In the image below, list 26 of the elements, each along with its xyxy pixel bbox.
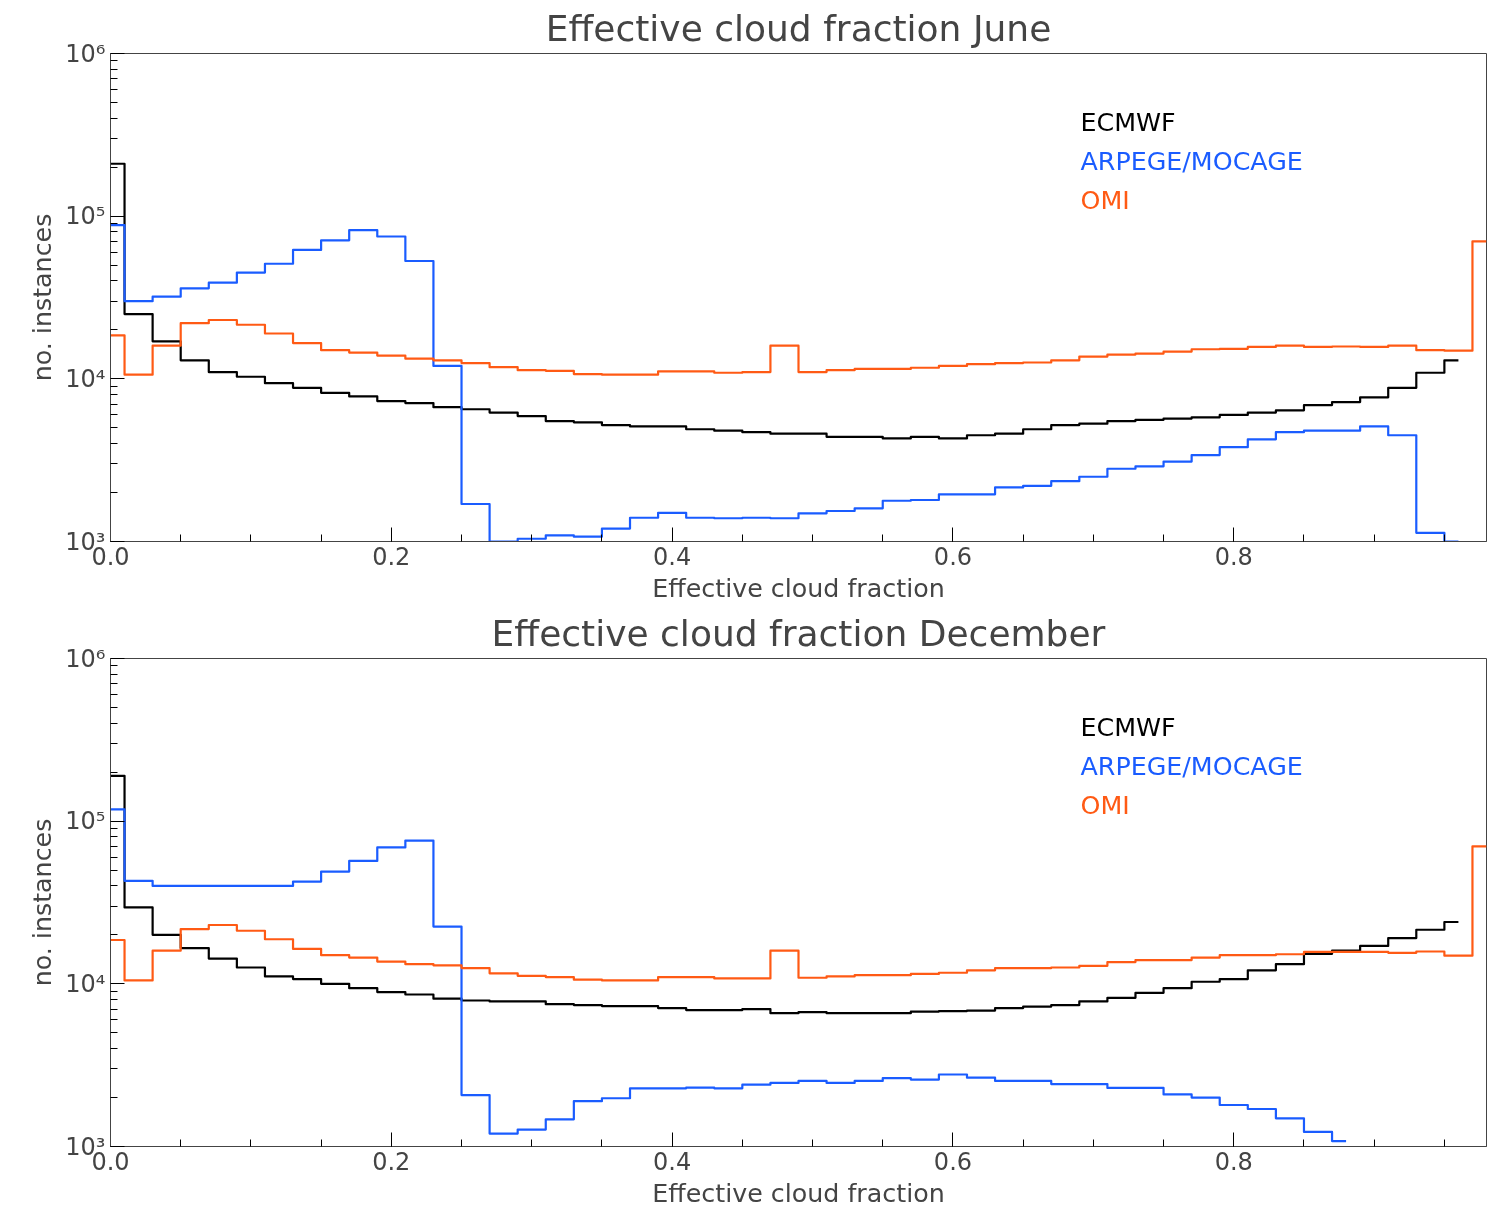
chart-title: Effective cloud fraction December	[491, 612, 1106, 654]
x-tick-label: 0.6	[933, 1147, 973, 1176]
x-tick-label: 0.4	[653, 542, 692, 571]
y-tick-label: 10⁶	[65, 39, 106, 68]
y-tick-label: 10⁴	[65, 364, 106, 393]
y-tick-label: 10⁶	[65, 644, 106, 673]
y-tick-label: 10⁵	[65, 202, 106, 231]
text: OMI	[1080, 184, 1130, 215]
text: ECMWF	[1080, 106, 1176, 137]
y-tick-label: 10⁵	[65, 807, 106, 836]
x-tick-label: 0.2	[372, 1147, 411, 1176]
x-tick-label: 0.4	[653, 1147, 692, 1176]
x-axis-title: Effective cloud fraction	[652, 1177, 945, 1208]
x-axis-title: Effective cloud fraction	[652, 572, 945, 603]
y-tick-label: 10⁴	[65, 969, 106, 998]
text: ARPEGE/MOCAGE	[1080, 750, 1303, 781]
text: ARPEGE/MOCAGE	[1080, 145, 1303, 176]
y-axis-title: no. instances	[27, 213, 58, 382]
x-tick-label: 0.2	[372, 542, 411, 571]
x-tick-label: 0.8	[1214, 1147, 1253, 1176]
x-tick-label: 0.6	[933, 542, 973, 571]
y-axis-title: no. instances	[27, 818, 58, 987]
chart-title: Effective cloud fraction June	[545, 7, 1052, 49]
x-tick-label: 0.8	[1214, 542, 1253, 571]
text: ECMWF	[1080, 711, 1176, 742]
text: OMI	[1080, 789, 1130, 820]
